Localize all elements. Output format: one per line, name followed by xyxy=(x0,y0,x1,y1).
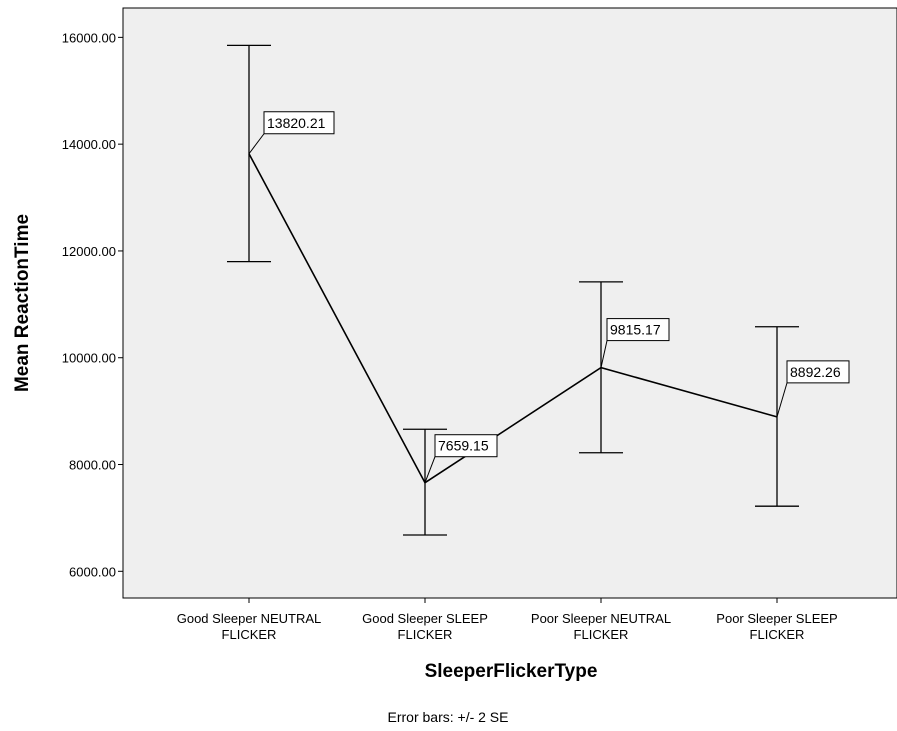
data-label-leader xyxy=(248,133,265,155)
x-tick-label: Poor Sleeper NEUTRAL xyxy=(531,611,671,626)
data-label-box xyxy=(606,318,670,342)
x-tick-label: Good Sleeper SLEEP xyxy=(362,611,488,626)
x-tick-label: FLICKER xyxy=(222,627,277,642)
y-tick-label: 8000.00 xyxy=(69,458,116,473)
data-label: 8892.26 xyxy=(790,364,841,380)
data-label-box xyxy=(434,434,498,458)
x-tick-label: FLICKER xyxy=(398,627,453,642)
x-axis-title: SleeperFlickerType xyxy=(425,661,598,682)
x-tick-label: Poor Sleeper SLEEP xyxy=(716,611,837,626)
data-label: 9815.17 xyxy=(610,322,661,338)
data-labels: 13820.21 7659.15 9815.17 8892.26 xyxy=(248,111,850,483)
y-axis: 6000.00 8000.00 10000.00 12000.00 14000.00 16… xyxy=(62,30,123,579)
x-tick-label: FLICKER xyxy=(574,627,629,642)
y-tick-label: 10000.00 xyxy=(62,351,116,366)
data-label-leader xyxy=(600,340,608,368)
series-line-mean xyxy=(248,153,778,484)
data-label-box xyxy=(263,111,335,135)
y-tick-label: 12000.00 xyxy=(62,244,116,259)
data-label-leader xyxy=(424,456,436,483)
data-label: 7659.15 xyxy=(438,438,489,454)
plot-area xyxy=(122,7,897,599)
data-label-box xyxy=(786,360,850,384)
data-label: 13820.21 xyxy=(267,115,326,131)
data-label-leader xyxy=(776,382,788,418)
y-tick-label: 16000.00 xyxy=(62,30,116,45)
error-bar-note: Error bars: +/- 2 SE xyxy=(388,709,509,725)
x-tick-label: Good Sleeper NEUTRAL xyxy=(177,611,322,626)
y-tick-label: 6000.00 xyxy=(69,564,116,579)
x-tick-label: FLICKER xyxy=(750,627,805,642)
y-axis-title: Mean ReactionTime xyxy=(12,214,33,392)
y-tick-label: 14000.00 xyxy=(62,137,116,152)
